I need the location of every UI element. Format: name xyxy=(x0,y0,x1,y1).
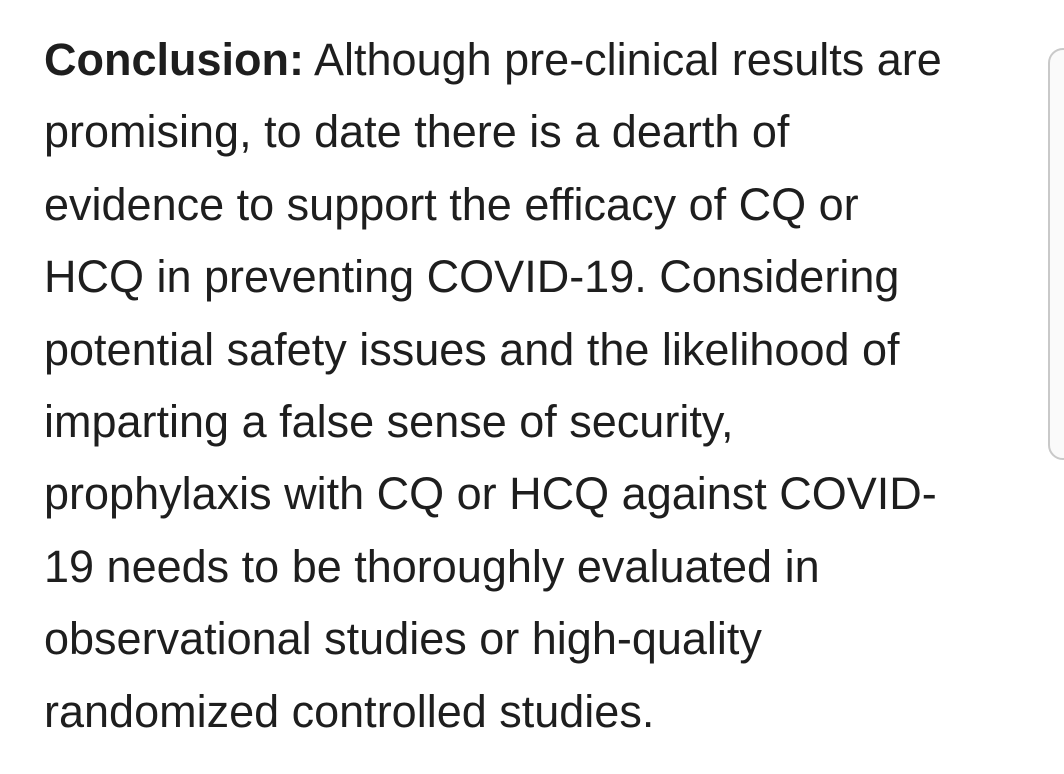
text-line: promising, to date there is a dearth of xyxy=(44,106,790,158)
text-line: potential safety issues and the likeliho… xyxy=(44,323,900,375)
text-line: prophylaxis with CQ or HCQ against COVID… xyxy=(44,468,937,520)
text-line: 19 needs to be thoroughly evaluated in xyxy=(44,540,820,592)
text-line: evidence to support the efficacy of CQ o… xyxy=(44,178,859,230)
text-line: observational studies or high-quality xyxy=(44,613,762,665)
text-line: Conclusion: Although pre-clinical result… xyxy=(44,24,1004,96)
conclusion-label: Conclusion: xyxy=(44,34,304,85)
text-line: HCQ in preventing COVID-19. Considering xyxy=(44,251,900,303)
text-line-segment: Although pre-clinical results are xyxy=(303,34,942,85)
text-line: randomized controlled studies. xyxy=(44,685,655,737)
scrollbar[interactable] xyxy=(1048,48,1064,460)
conclusion-paragraph: Conclusion: Although pre-clinical result… xyxy=(44,24,1004,748)
text-line: imparting a false sense of security, xyxy=(44,396,734,448)
